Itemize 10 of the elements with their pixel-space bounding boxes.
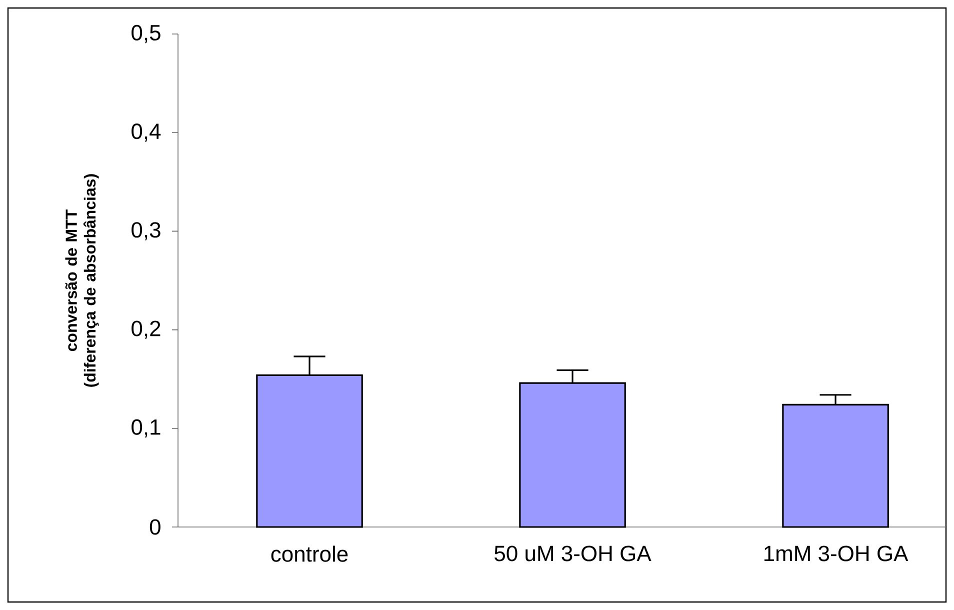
y-axis-title: conversão de MTT (diferença de absorbâncias) bbox=[65, 174, 99, 387]
y-tick-label: 0,5 bbox=[132, 24, 160, 44]
x-tick-label: controle bbox=[271, 546, 348, 562]
y-tick-label: 0,1 bbox=[132, 419, 160, 438]
y-tick-label: 0,3 bbox=[132, 222, 160, 240]
y-tick-label: 0,4 bbox=[132, 124, 161, 142]
y-tick-label: 0 bbox=[150, 519, 160, 535]
x-tick-label: 50 uM 3-OH GA bbox=[494, 546, 652, 562]
x-tick-label: 1mM 3-OH GA bbox=[764, 546, 908, 562]
y-tick-label: 0,2 bbox=[132, 320, 160, 339]
